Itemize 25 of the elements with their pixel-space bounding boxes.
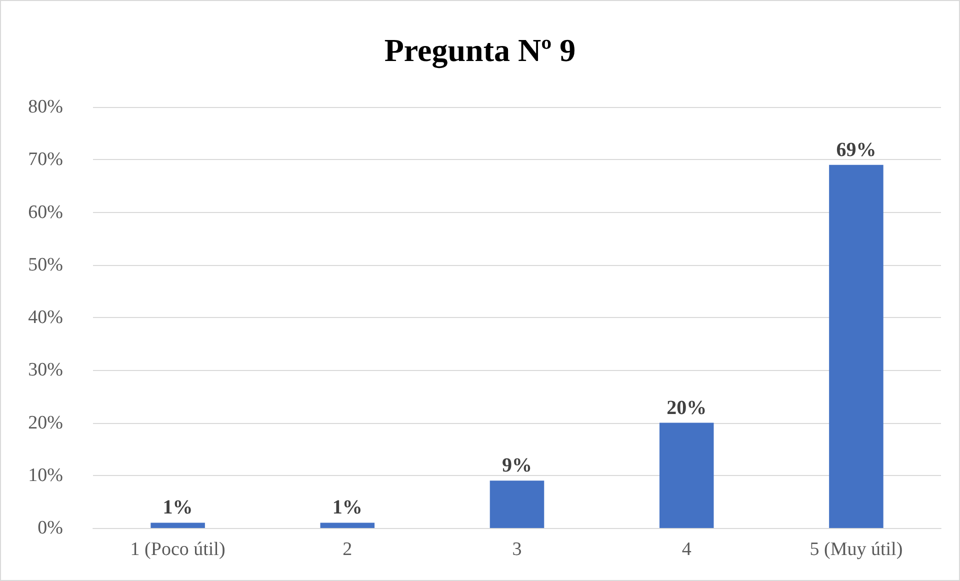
data-label: 1% [332, 496, 362, 519]
data-label: 69% [836, 138, 876, 161]
data-label: 20% [666, 396, 707, 419]
bar [659, 422, 714, 528]
bar [320, 522, 375, 528]
bar [490, 480, 544, 528]
chart-title: Pregunta Nº 9 [384, 32, 576, 69]
y-tick-label: 0% [38, 518, 64, 538]
y-tick-label: 80% [28, 96, 64, 118]
y-tick-label: 50% [28, 254, 64, 276]
bar [150, 522, 205, 528]
x-tick-label: 1 (Poco útil) [130, 539, 226, 560]
x-tick-label: 3 [512, 539, 522, 560]
data-label: 9% [502, 454, 532, 477]
x-tick-label: 5 (Muy útil) [810, 539, 903, 560]
y-tick-label: 40% [28, 307, 64, 328]
bar [829, 164, 884, 528]
data-label: 1% [162, 496, 193, 519]
y-tick-label: 30% [28, 360, 64, 381]
x-tick-label: 2 [342, 539, 352, 560]
y-tick-label: 10% [28, 464, 64, 486]
x-tick-label: 4 [682, 539, 692, 560]
y-tick-label: 60% [28, 202, 64, 223]
y-tick-label: 20% [28, 412, 64, 434]
y-tick-label: 70% [28, 149, 64, 170]
